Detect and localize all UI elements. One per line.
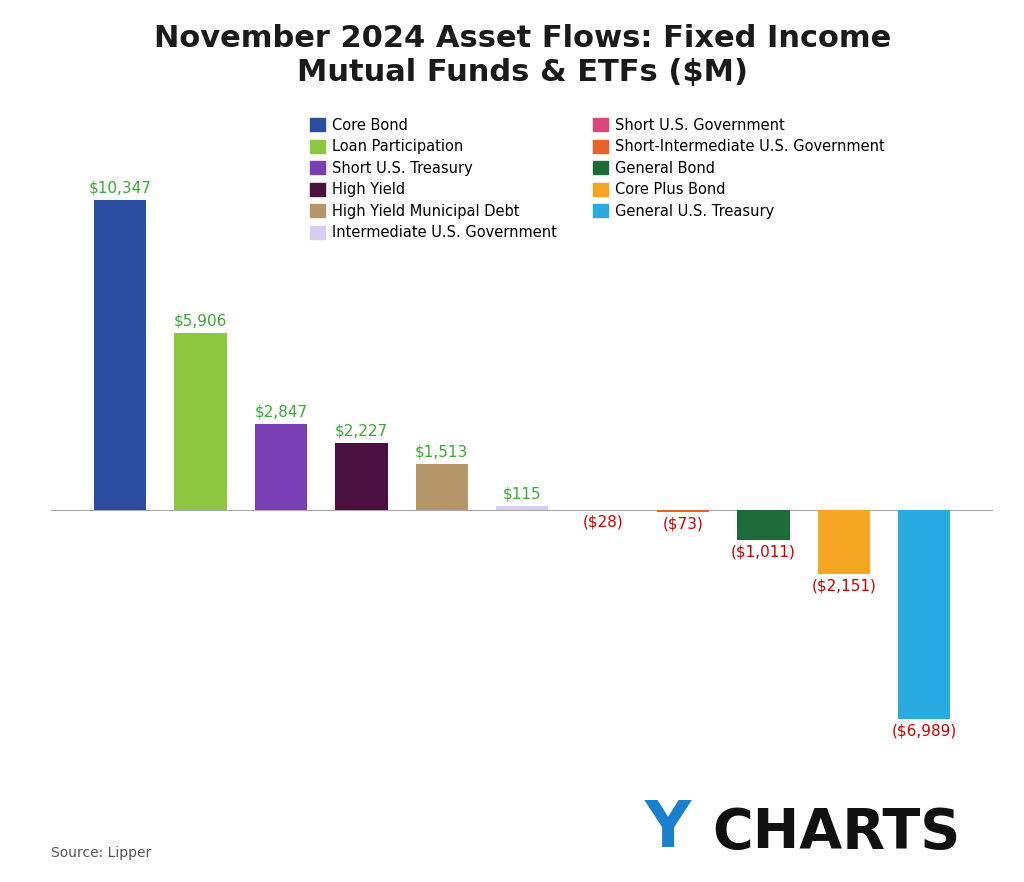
Text: CHARTS: CHARTS: [713, 806, 961, 860]
Text: $115: $115: [503, 487, 542, 502]
Text: $2,227: $2,227: [335, 423, 388, 438]
Text: ($73): ($73): [663, 516, 703, 531]
Text: $5,906: $5,906: [174, 313, 227, 328]
Legend: Core Bond, Loan Participation, Short U.S. Treasury, High Yield, High Yield Munic: Core Bond, Loan Participation, Short U.S…: [306, 113, 890, 244]
Text: Y: Y: [645, 798, 691, 860]
Text: ($1,011): ($1,011): [731, 544, 796, 559]
Bar: [174, 333, 226, 510]
Text: $1,513: $1,513: [415, 445, 468, 460]
Text: Source: Lipper: Source: Lipper: [51, 846, 152, 860]
Bar: [416, 465, 468, 510]
Text: ($2,151): ($2,151): [811, 579, 877, 594]
Bar: [898, 510, 950, 719]
Text: ($6,989): ($6,989): [892, 723, 957, 738]
Text: $10,347: $10,347: [89, 181, 152, 196]
Bar: [737, 510, 790, 540]
Bar: [496, 506, 549, 510]
Bar: [94, 200, 146, 510]
Bar: [657, 510, 710, 512]
Bar: [818, 510, 870, 574]
Title: November 2024 Asset Flows: Fixed Income
Mutual Funds & ETFs ($M): November 2024 Asset Flows: Fixed Income …: [154, 24, 891, 86]
Bar: [335, 443, 387, 510]
Text: $2,847: $2,847: [254, 405, 307, 420]
Text: ($28): ($28): [583, 515, 623, 530]
Bar: [255, 424, 307, 510]
